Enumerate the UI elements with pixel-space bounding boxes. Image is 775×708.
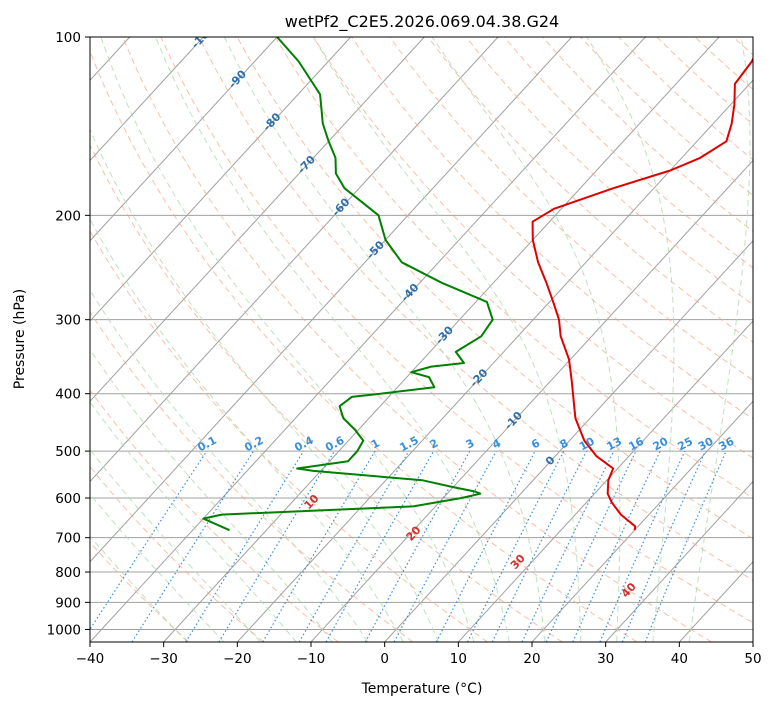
moist-adiabat-line <box>90 348 333 642</box>
dry-adiabat-line <box>198 37 753 581</box>
dry-adiabat-line <box>274 37 753 499</box>
mixing-ratio-line <box>131 450 255 642</box>
data-layer <box>202 37 753 532</box>
x-tick-label: −40 <box>76 651 105 667</box>
plot-background <box>90 37 753 642</box>
y-tick-label: 100 <box>55 30 81 46</box>
x-tick-label: 20 <box>523 651 540 667</box>
y-axis-label: Pressure (hPa) <box>12 289 28 389</box>
isotherm-line <box>457 320 753 642</box>
mixing-ratio-label: 13 <box>604 435 624 454</box>
mixing-ratio-line <box>364 450 471 642</box>
isotherm-line <box>90 37 646 642</box>
mixing-ratio-label: 10 <box>577 435 597 454</box>
dry-adiabat-line <box>351 37 753 420</box>
y-tick-label: 800 <box>55 565 81 581</box>
mixing-ratio-label: 20 <box>651 435 671 454</box>
isotherm-line <box>236 79 753 642</box>
x-tick-label: −10 <box>297 651 326 667</box>
axis-layer: −40 −30 −20 −10 0 10 20 30 40 50 100 200 300 400 500 60… <box>47 30 762 667</box>
moist-adiabat-line <box>688 37 751 642</box>
x-tick-label: −20 <box>223 651 252 667</box>
isotherm-line <box>605 480 753 642</box>
y-tick-label: 500 <box>55 444 81 460</box>
dry-adiabat-line <box>465 37 753 306</box>
x-tick-label: 40 <box>671 651 688 667</box>
dry-adiabat-line <box>389 37 753 381</box>
moist-adiabat-line <box>90 401 297 642</box>
moist-adiabat-line <box>431 37 621 642</box>
x-tick-label: 10 <box>450 651 467 667</box>
plot-frame <box>89 36 754 643</box>
x-tick-label: 30 <box>597 651 614 667</box>
mixing-ratio-line <box>262 450 376 642</box>
temperature-profile-line <box>531 56 753 531</box>
isotherm-line <box>531 400 753 642</box>
dry-adiabat-line <box>90 144 563 642</box>
y-tick-label: 400 <box>55 387 81 403</box>
moist-adiabat-line <box>100 37 475 642</box>
mixing-ratio-label: 30 <box>696 435 716 454</box>
dry-adiabat-line <box>122 37 712 642</box>
mixing-ratio-label: 36 <box>717 435 737 454</box>
mixing-ratio-line <box>545 450 637 642</box>
mixing-ratio-line <box>218 450 335 642</box>
moist-adiabat-line <box>90 128 440 642</box>
dry-adiabat-line <box>90 311 414 642</box>
isotherm-line <box>163 37 720 642</box>
isotherm-line <box>90 37 204 162</box>
grid-layer <box>90 37 753 642</box>
mixing-ratio-line <box>621 450 706 642</box>
isotherm-line <box>90 37 425 402</box>
dry-adiabat-line <box>503 37 753 269</box>
y-tick-label: 300 <box>55 313 81 329</box>
mixing-ratio-line <box>491 450 588 642</box>
moist-adiabat-line <box>586 37 675 642</box>
isotherm-line <box>384 240 753 642</box>
moist-adiabat-line <box>90 218 404 642</box>
dry-adiabat-line <box>90 49 638 642</box>
mixing-ratio-line <box>572 450 661 642</box>
dry-adiabat-line <box>313 37 753 459</box>
mixing-ratio-line <box>644 450 727 642</box>
moist-adiabat-line <box>223 37 546 642</box>
x-axis-label: Temperature (°C) <box>361 681 483 697</box>
mixing-ratio-line <box>298 450 410 642</box>
dry-adiabat-line <box>542 37 753 232</box>
isotherm-line <box>90 37 352 322</box>
mixing-ratio-line <box>185 450 305 642</box>
x-tick-label: −30 <box>149 651 178 667</box>
y-tick-label: 1000 <box>47 622 81 638</box>
x-tick-label: 50 <box>744 651 761 667</box>
x-tick-label: 0 <box>380 651 389 667</box>
dry-adiabat-line <box>90 230 488 642</box>
y-tick-label: 700 <box>55 531 81 547</box>
mixing-ratio-line <box>393 450 497 642</box>
isotherm-line <box>90 37 499 483</box>
dry-adiabat-line <box>160 37 753 624</box>
dewpoint-profile-line <box>202 37 494 532</box>
isotherm-line <box>90 37 573 563</box>
mixing-ratio-label: 25 <box>675 435 695 454</box>
y-tick-label: 200 <box>55 208 81 224</box>
y-tick-label: 600 <box>55 491 81 507</box>
mixing-ratio-line <box>325 450 435 642</box>
mixing-ratio-line <box>521 450 615 642</box>
dry-adiabat-line <box>90 389 339 642</box>
mixing-ratio-label: 16 <box>626 435 646 454</box>
moist-adiabat-line <box>90 289 369 642</box>
y-tick-label: 900 <box>55 595 81 611</box>
isotherm-line <box>90 37 278 242</box>
chart-title: wetPf2_C2E5.2026.069.04.38.G24 <box>285 12 559 32</box>
